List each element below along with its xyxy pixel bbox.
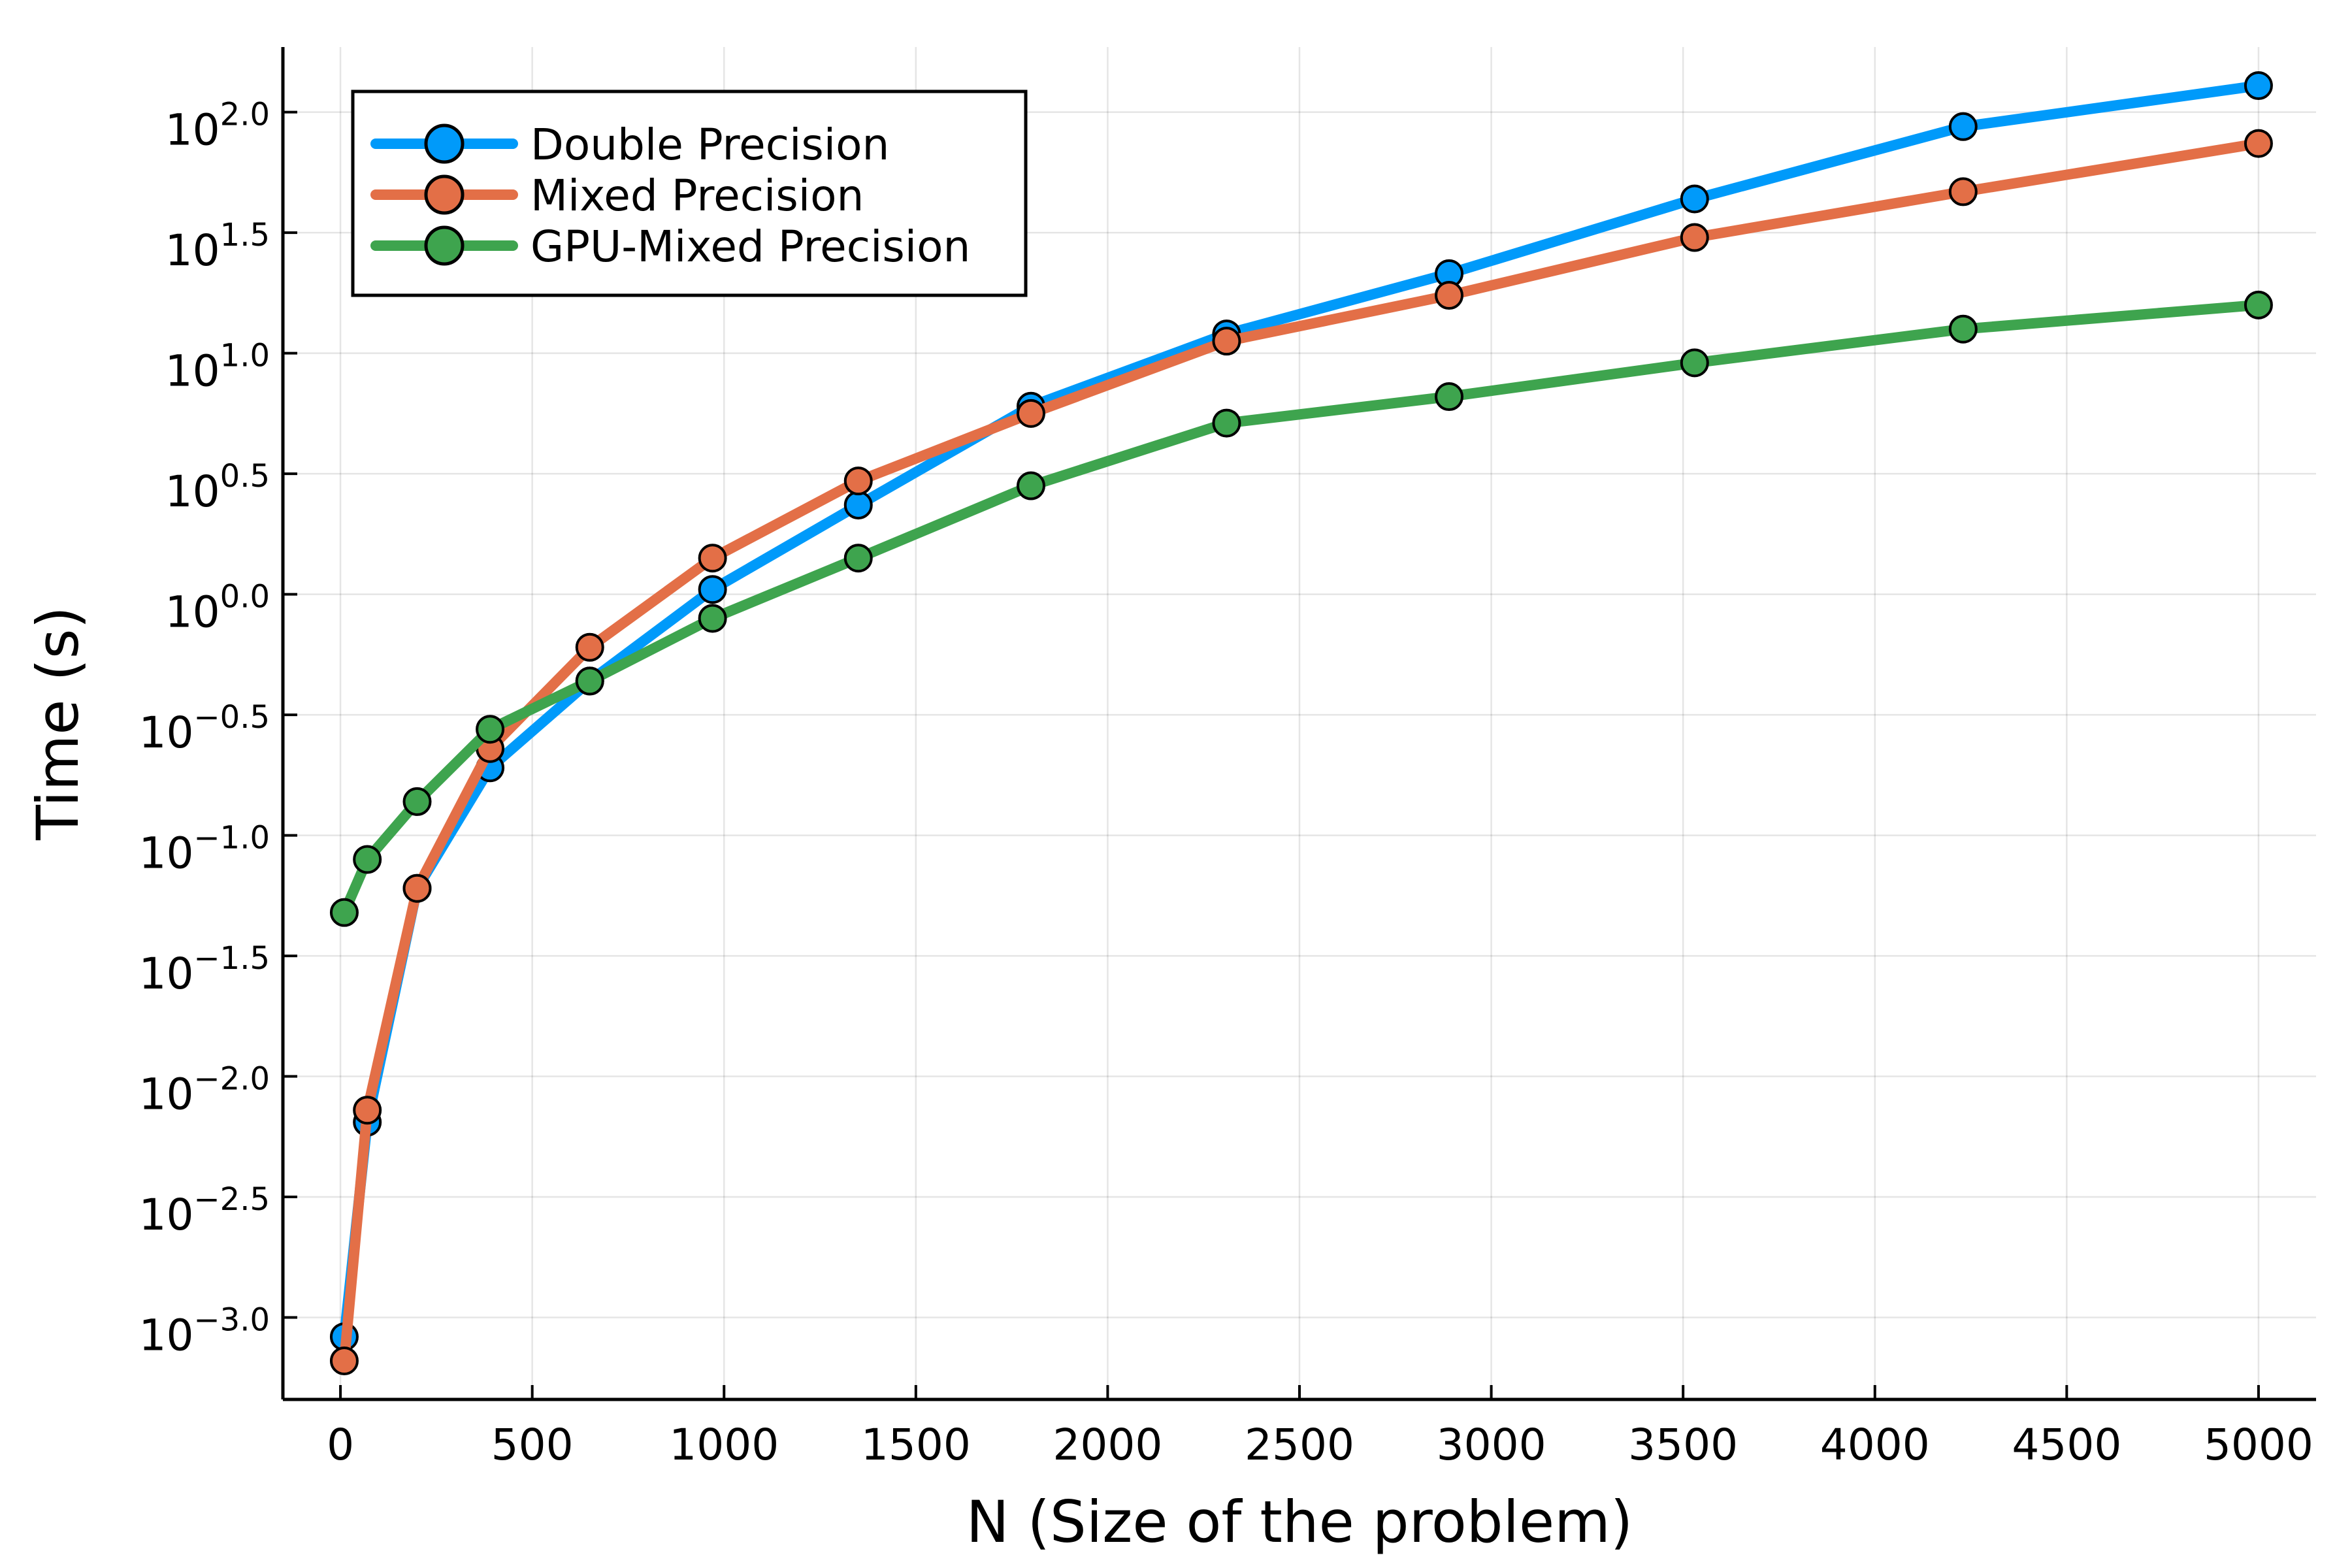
data-point [698,544,727,573]
y-ticks: 10−3.010−2.510−2.010−1.510−1.010−0.5100.… [139,97,297,1361]
y-tick-label: 101.5 [165,217,270,276]
data-point [2244,290,2273,319]
data-point [575,632,604,662]
data-point [402,787,432,816]
series-gpu-mixed-precision [329,290,2273,927]
data-point [1948,112,1978,141]
data-point [843,466,873,496]
legend-marker [424,123,465,164]
y-tick-exponent: −2.0 [193,1061,270,1098]
data-point [329,898,359,927]
x-tick-label: 5000 [2204,1420,2313,1470]
x-tick-label: 4500 [2012,1420,2121,1470]
y-tick-label: 10−2.0 [139,1061,270,1120]
series-layer [329,71,2273,1375]
y-tick-label: 10−0.5 [139,699,270,758]
x-tick-label: 2000 [1053,1420,1162,1470]
y-tick-label: 102.0 [165,97,270,155]
x-tick-label: 4000 [1820,1420,1930,1470]
y-tick-label: 10−3.0 [139,1302,270,1361]
x-tick-label: 3500 [1628,1420,1738,1470]
y-tick-exponent: 0.5 [220,458,270,495]
data-point [1680,223,1709,252]
data-point [2244,71,2273,101]
y-tick-base: 10 [139,1070,193,1120]
y-tick-exponent: −0.5 [193,699,270,736]
y-tick-base: 10 [165,225,220,276]
y-tick-label: 10−1.5 [139,940,270,999]
data-point [843,544,873,573]
data-point [1680,184,1709,214]
legend-label: Double Precision [531,120,889,170]
data-point [2244,129,2273,158]
y-tick-label: 101.0 [165,338,270,397]
y-tick-exponent: 0.0 [220,579,270,615]
y-tick-base: 10 [139,949,193,999]
x-tick-label: 500 [491,1420,574,1470]
x-tick-label: 0 [327,1420,354,1470]
y-tick-base: 10 [165,346,220,397]
data-point [575,666,604,696]
y-tick-label: 100.5 [165,458,270,517]
x-axis-title: N (Size of the problem) [966,1488,1633,1556]
legend-label: GPU-Mixed Precision [531,221,970,272]
data-point [1434,382,1463,412]
y-tick-exponent: 1.0 [220,338,270,374]
x-tick-label: 3000 [1437,1420,1546,1470]
series-mixed-precision [329,129,2273,1375]
y-tick-base: 10 [139,708,193,758]
legend-marker [424,225,465,266]
x-ticks: 0 500 1000 1500 2000 2500 3000 3500 4000 4500 5000 [327,1385,2313,1470]
y-tick-base: 10 [165,587,220,638]
data-point [698,575,727,604]
legend-marker [424,174,465,215]
data-point [1680,348,1709,378]
data-point [353,845,382,874]
x-tick-label: 1500 [861,1420,971,1470]
data-point [1948,314,1978,344]
y-tick-label: 10−1.0 [139,820,270,879]
legend-label: Mixed Precision [531,171,864,221]
data-point [476,715,505,744]
data-point [1948,177,1978,206]
y-tick-label: 10−2.5 [139,1181,270,1240]
y-tick-base: 10 [139,1311,193,1361]
y-tick-exponent: −3.0 [193,1302,270,1339]
y-tick-exponent: −2.5 [193,1181,270,1218]
y-tick-exponent: −1.5 [193,940,270,977]
y-tick-exponent: −1.0 [193,820,270,857]
y-tick-base: 10 [165,466,220,517]
data-point [1212,408,1241,438]
y-tick-exponent: 1.5 [220,217,270,253]
data-point [353,1096,382,1125]
data-point [1434,281,1463,310]
data-point [1212,327,1241,356]
x-tick-label: 1000 [669,1420,779,1470]
y-axis-title: Time (s) [24,606,91,841]
y-tick-base: 10 [139,1190,193,1240]
data-point [1016,471,1045,500]
data-point [402,874,432,903]
y-tick-base: 10 [139,828,193,879]
y-tick-base: 10 [165,105,220,155]
data-point [329,1346,359,1375]
data-point [698,604,727,633]
y-tick-exponent: 2.0 [220,97,270,133]
data-point [1016,399,1045,428]
x-tick-label: 2500 [1245,1420,1354,1470]
data-point [843,491,873,520]
y-tick-label: 100.0 [165,579,270,638]
